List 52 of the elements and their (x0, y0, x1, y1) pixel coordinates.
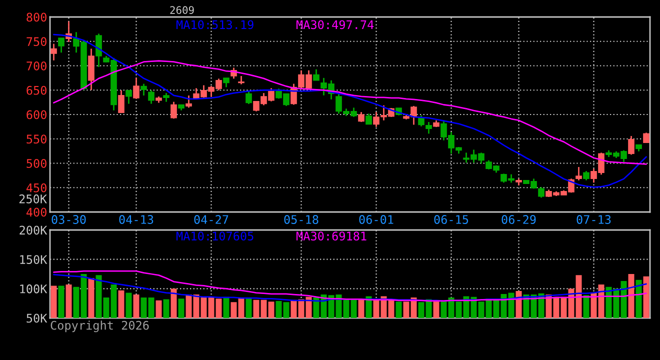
candlestick (58, 37, 64, 54)
y-tick-label: 550 (26, 134, 46, 144)
y-tick-label: 450 (26, 183, 46, 192)
y-tick-label: 400 (26, 208, 46, 217)
y-tick-label: 800 (26, 12, 46, 22)
text: MA10:513.19 (176, 20, 254, 30)
candlestick (628, 135, 634, 156)
x-tick-label: 06-29 (502, 215, 536, 224)
candlestick (140, 83, 147, 96)
candlestick (238, 75, 244, 85)
x-tick-label: 06-01 (359, 215, 394, 224)
y-tick-label: 150K (20, 255, 48, 264)
text: MA30:69181 (296, 232, 366, 241)
x-tick-label: 04-13 (119, 215, 154, 224)
candlestick (148, 90, 154, 104)
y-tick-label: 500 (26, 159, 46, 168)
candlestick (538, 186, 544, 198)
y-tick-label: 200K (20, 226, 48, 235)
candlestick (50, 43, 57, 62)
candlestick (583, 170, 590, 182)
candlestick (246, 90, 252, 105)
candlestick (118, 90, 124, 114)
candlestick (426, 121, 432, 134)
y-tick-label: 650 (26, 86, 46, 95)
y-tick-label: 50K (26, 314, 48, 323)
candlestick (643, 132, 650, 144)
candlestick (366, 112, 372, 125)
candlestick (418, 114, 424, 128)
x-tick-label: 05-18 (284, 215, 318, 224)
x-tick-label: 03-30 (52, 215, 86, 224)
x-tick-label: 07-13 (576, 215, 611, 224)
candlestick (313, 68, 320, 82)
x-tick-label: 06-15 (434, 215, 468, 224)
y-tick-label: 100K (20, 284, 48, 294)
candlestick (576, 166, 582, 182)
candlestick (133, 77, 140, 100)
y-tick-label: 700 (26, 62, 46, 70)
candlestick (96, 32, 102, 68)
candlestick (358, 111, 364, 123)
text: Copyright 2026 (50, 320, 149, 332)
text: MA10:107605 (176, 232, 254, 241)
x-tick-label: 04-27 (194, 215, 228, 224)
line-series (53, 34, 647, 188)
y-tick-label: 600 (26, 110, 46, 120)
text: 250K (19, 194, 47, 204)
candlestick (126, 89, 132, 104)
y-tick-label: 750 (26, 37, 46, 46)
candlestick (223, 77, 230, 88)
chart-title: 2609 (170, 6, 194, 14)
candlestick (186, 94, 192, 108)
text: MA30:497.74 (296, 20, 374, 30)
candlestick (170, 101, 177, 120)
